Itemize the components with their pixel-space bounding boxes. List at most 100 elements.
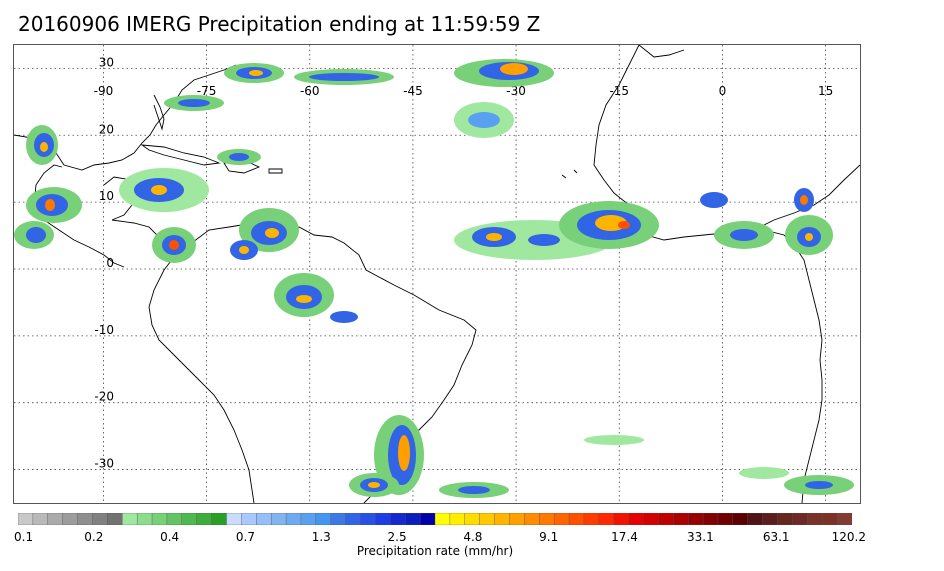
colorbar-tick-label: 4.8 [463, 530, 483, 544]
lat-tick-label: 0 [106, 256, 114, 270]
coastline-florida [153, 94, 165, 131]
colorbar-tick-label: 17.4 [611, 530, 638, 544]
coastlines [14, 45, 860, 503]
colorbar-tick-label: 0.7 [235, 530, 255, 544]
colorbar-swatch [375, 513, 391, 525]
lon-tick-label: -60 [300, 84, 320, 98]
lat-tick-label: 30 [99, 55, 114, 69]
colorbar-swatch [122, 513, 138, 525]
colorbar-swatch [256, 513, 272, 525]
colorbar-swatch [583, 513, 600, 525]
colorbar-swatch [62, 513, 79, 525]
precip-south-atlantic-front [349, 415, 854, 498]
coastline-north-africa [638, 45, 685, 58]
precipitation-map: -90 -75 -60 -45 -30 -15 0 15 30 20 10 0 -10 -20 -30 [13, 44, 861, 504]
colorbar-swatch [598, 513, 615, 525]
colorbar-swatch [464, 513, 481, 525]
colorbar-swatch [18, 513, 34, 525]
colorbar-swatch [330, 513, 347, 525]
colorbar-swatch [836, 513, 852, 525]
colorbar [18, 513, 852, 525]
colorbar-swatch [77, 513, 93, 525]
colorbar-tick-label: 0.1 [14, 530, 34, 544]
colorbar-tick-label: 2.5 [387, 530, 407, 544]
colorbar-swatch [151, 513, 168, 525]
coastline-gulf-of-guinea [753, 164, 860, 231]
colorbar-tick-label: 120.2 [831, 530, 866, 544]
precip-itcz [454, 188, 833, 260]
lon-tick-label: -15 [609, 84, 629, 98]
colorbar-tick-label: 33.1 [687, 530, 714, 544]
colorbar-swatch [702, 513, 719, 525]
colorbar-swatch [270, 513, 287, 525]
colorbar-swatch [390, 513, 406, 525]
lat-tick-label: -30 [94, 457, 114, 471]
coastline-puerto-rico [268, 168, 283, 174]
colorbar-swatch [509, 513, 525, 525]
coastline-cape-verde [561, 169, 578, 179]
colorbar-swatch [405, 513, 421, 525]
colorbar-swatch [658, 513, 674, 525]
colorbar-swatch [166, 513, 183, 525]
colorbar-swatch [613, 513, 630, 525]
coastline-cuba [140, 144, 221, 166]
coastline-north-america [14, 64, 237, 171]
colorbar-swatch [792, 513, 808, 525]
colorbar-swatch [181, 513, 198, 525]
colorbar-swatch [643, 513, 659, 525]
colorbar-swatch [628, 513, 644, 525]
colorbar-swatch [568, 513, 585, 525]
colorbar-swatch [345, 513, 362, 525]
lon-tick-label: 0 [719, 84, 727, 98]
colorbar-swatch [32, 513, 49, 525]
colorbar-swatch [47, 513, 64, 525]
coastline-south-america [173, 222, 477, 503]
colorbar-swatch [732, 513, 749, 525]
colorbar-swatch [241, 513, 257, 525]
coastline-west-africa [593, 45, 823, 503]
precip-amazon [274, 273, 358, 323]
lat-tick-label: 10 [99, 189, 114, 203]
colorbar-swatch [285, 513, 302, 525]
colorbar-swatch [777, 513, 793, 525]
colorbar-swatch [434, 513, 451, 525]
precip-caribbean [119, 149, 299, 263]
graticule-grid: -90 -75 -60 -45 -30 -15 0 15 30 20 10 0 -10 -20 -30 [14, 45, 860, 503]
colorbar-swatch [360, 513, 376, 525]
colorbar-swatch [315, 513, 332, 525]
colorbar-swatch [807, 513, 823, 525]
lat-tick-label: 20 [99, 122, 114, 136]
colorbar-swatch [673, 513, 689, 525]
lat-tick-label: -20 [94, 390, 114, 404]
colorbar-swatch [717, 513, 734, 525]
colorbar-swatch [687, 513, 704, 525]
colorbar-swatch [419, 513, 436, 525]
colorbar-swatch [92, 513, 108, 525]
lon-tick-label: -75 [197, 84, 217, 98]
colorbar-swatch [553, 513, 570, 525]
coastline-south-america-west [148, 256, 255, 503]
precip-band-subtropical-atlantic [164, 59, 554, 138]
lon-tick-label: -45 [403, 84, 423, 98]
colorbar-swatch [300, 513, 317, 525]
colorbar-swatch [107, 513, 123, 525]
colorbar-swatch [494, 513, 510, 525]
lon-tick-label: -90 [94, 84, 114, 98]
lat-tick-label: -10 [94, 323, 114, 337]
colorbar-swatch [762, 513, 779, 525]
colorbar-swatch [747, 513, 764, 525]
colorbar-swatch [196, 513, 213, 525]
colorbar-swatch [211, 513, 228, 525]
colorbar-tick-label: 0.4 [160, 530, 180, 544]
colorbar-swatch [479, 513, 496, 525]
colorbar-tick-label: 63.1 [762, 530, 790, 544]
colorbar-title: Precipitation rate (mm/hr) [356, 544, 514, 558]
lon-tick-label: -30 [506, 84, 526, 98]
map-canvas: -90 -75 -60 -45 -30 -15 0 15 30 20 10 0 -10 -20 -30 [14, 45, 860, 503]
lon-tick-label: 15 [818, 84, 833, 98]
colorbar-tick-label: 0.2 [84, 530, 104, 544]
colorbar-tick-label: 9.1 [539, 530, 559, 544]
precipitation-cells [14, 59, 854, 498]
colorbar-swatch [226, 513, 242, 525]
colorbar-swatch [136, 513, 153, 525]
